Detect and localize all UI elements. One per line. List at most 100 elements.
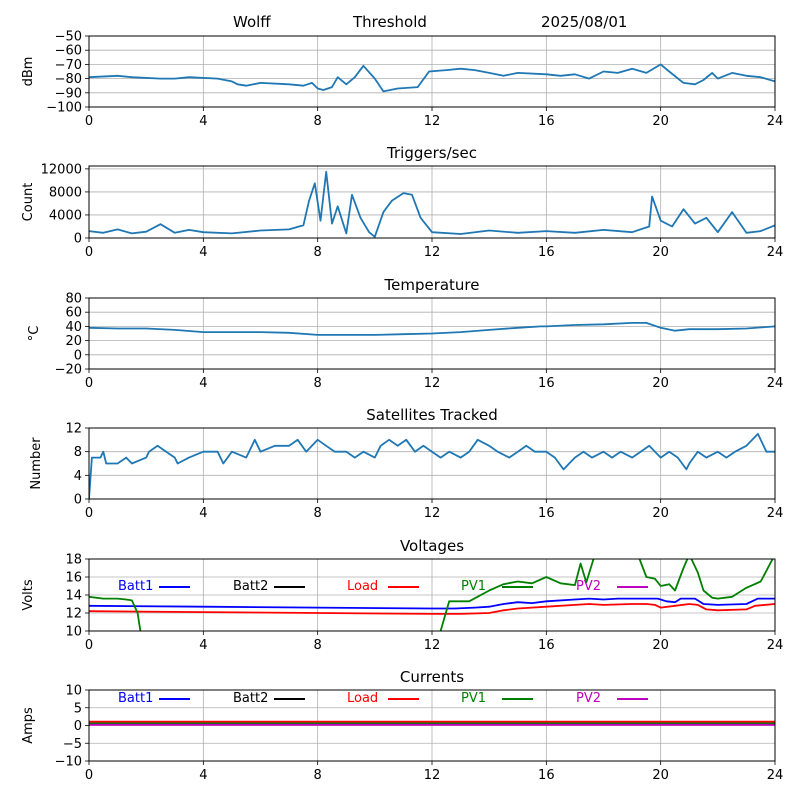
chart-threshold: 0 4 8 12 16 20 24 −50−60−70−80−90−100 dBm [21, 30, 783, 130]
x-tick-label: 20 [652, 245, 669, 260]
y-tick-label: −10 [55, 755, 82, 770]
legend-label-load: Load [347, 691, 378, 706]
x-tick-label: 20 [652, 114, 669, 129]
legend-label-batt2: Batt2 [233, 691, 268, 706]
y-tick-label: 12000 [41, 162, 82, 177]
x-tick-label: 16 [538, 114, 555, 129]
x-tick-label: 8 [314, 506, 322, 521]
y-tick-label: 0 [74, 232, 82, 247]
y-tick-label: 4 [74, 469, 82, 484]
x-tick-label: 12 [424, 114, 441, 129]
x-tick-label: 0 [85, 114, 93, 129]
x-tick-label: 24 [767, 245, 784, 260]
y-tick-label: 4000 [49, 208, 82, 223]
x-tick-label: 16 [538, 245, 555, 260]
y-axis-label: Count [21, 183, 36, 222]
y-tick-label: 5 [74, 701, 82, 716]
x-tick-label: 20 [652, 768, 669, 783]
y-tick-label: 10 [65, 625, 82, 640]
x-tick-label: 8 [314, 768, 322, 783]
series-line [89, 63, 775, 93]
header-station: Wolff [233, 13, 271, 31]
legend-label-batt1: Batt1 [118, 691, 153, 706]
y-tick-label: 0 [74, 348, 82, 363]
series-line [89, 322, 775, 336]
x-tick-label: 8 [314, 376, 322, 391]
header-mode: Threshold [352, 13, 427, 31]
y-tick-label: 12 [65, 422, 82, 437]
x-tick-label: 8 [314, 114, 322, 129]
x-tick-label: 16 [538, 768, 555, 783]
y-axis-label: dBm [21, 57, 36, 87]
y-tick-label: 12 [65, 607, 82, 622]
x-tick-label: 24 [767, 506, 784, 521]
y-tick-label: 18 [65, 553, 82, 568]
y-tick-label: 14 [65, 589, 82, 604]
x-tick-label: 0 [85, 376, 93, 391]
series-line-load [89, 603, 775, 615]
series-line-batt1 [89, 597, 775, 610]
series-line [89, 433, 775, 499]
x-tick-label: 12 [424, 245, 441, 260]
x-tick-label: 0 [85, 245, 93, 260]
x-tick-label: 20 [652, 506, 669, 521]
chart-title: Triggers/sec [386, 144, 477, 162]
x-tick-label: 16 [538, 506, 555, 521]
x-tick-label: 20 [652, 376, 669, 391]
y-tick-label: 40 [65, 320, 82, 335]
plot-frame [88, 35, 776, 108]
x-tick-label: 4 [199, 376, 207, 391]
y-tick-label: −100 [46, 101, 82, 116]
x-tick-label: 20 [652, 638, 669, 653]
y-axis-label: Number [29, 437, 44, 490]
y-tick-label: 10 [65, 684, 82, 699]
x-tick-label: 8 [314, 638, 322, 653]
x-tick-label: 4 [199, 768, 207, 783]
plot-frame [88, 427, 776, 500]
x-tick-label: 4 [199, 506, 207, 521]
x-tick-label: 12 [424, 768, 441, 783]
x-tick-label: 24 [767, 768, 784, 783]
y-axis-label: Volts [21, 579, 36, 611]
x-tick-label: 4 [199, 114, 207, 129]
y-tick-label: 20 [65, 334, 82, 349]
series-line-pv1 [89, 559, 774, 631]
y-tick-label: 8 [74, 445, 82, 460]
chart-title: Currents [400, 668, 464, 686]
x-tick-label: 0 [85, 506, 93, 521]
x-tick-label: 24 [767, 376, 784, 391]
chart-title: Satellites Tracked [366, 406, 497, 424]
chart-satellites: 0 4 8 12 16 20 24 0 4 8 12 Satellites Tracked Number [29, 406, 783, 521]
plot-frame [88, 689, 776, 762]
x-tick-label: 8 [314, 245, 322, 260]
x-tick-label: 0 [85, 638, 93, 653]
chart-title: Voltages [400, 537, 464, 555]
y-tick-label: −90 [55, 86, 82, 101]
plot-frame [88, 297, 776, 370]
y-tick-label: −80 [55, 72, 82, 87]
x-tick-label: 16 [538, 638, 555, 653]
legend-label-pv1: PV1 [461, 691, 486, 706]
plot-frame [88, 165, 776, 239]
chart-title: Temperature [383, 276, 479, 294]
legend: Batt1 Batt2 Load PV1 PV2 [118, 691, 648, 706]
y-tick-label: −20 [55, 363, 82, 378]
x-tick-label: 16 [538, 376, 555, 391]
y-tick-label: −60 [55, 44, 82, 59]
x-tick-label: 24 [767, 638, 784, 653]
series-line [89, 170, 775, 238]
y-tick-label: 0 [74, 719, 82, 734]
legend-label-batt1: Batt1 [118, 579, 153, 594]
x-tick-label: 4 [199, 245, 207, 260]
legend-label-batt2: Batt2 [233, 579, 268, 594]
legend-label-pv1: PV1 [461, 579, 486, 594]
y-tick-label: 16 [65, 571, 82, 586]
header-date: 2025/08/01 [541, 13, 627, 31]
legend-label-pv2: PV2 [576, 691, 601, 706]
x-tick-label: 4 [199, 638, 207, 653]
y-tick-label: 0 [74, 493, 82, 508]
